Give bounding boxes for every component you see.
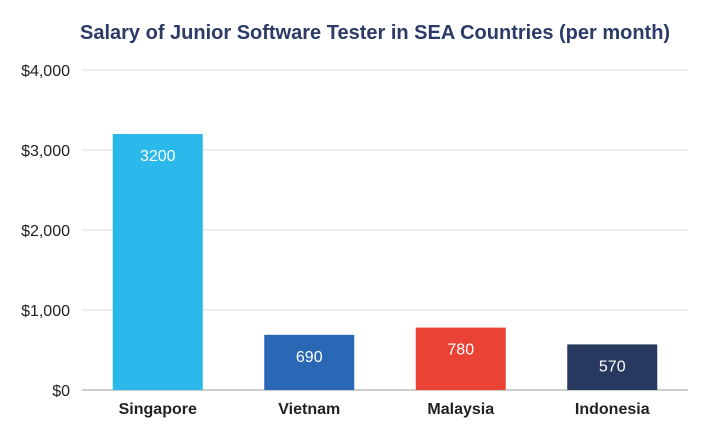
data-label: 570: [599, 358, 626, 375]
y-tick-label: $0: [52, 383, 70, 400]
y-tick-label: $3,000: [21, 143, 70, 160]
y-tick-label: $1,000: [21, 303, 70, 320]
bar-vietnam: [264, 334, 355, 390]
x-tick-label: Malaysia: [427, 401, 494, 418]
data-label: 690: [296, 349, 323, 366]
y-tick-label: $4,000: [21, 63, 70, 80]
x-tick-label: Indonesia: [575, 401, 650, 418]
data-label: 780: [447, 342, 474, 359]
bar-singapore: [112, 134, 203, 390]
y-tick-label: $2,000: [21, 223, 70, 240]
x-tick-label: Singapore: [119, 401, 197, 418]
x-tick-label: Vietnam: [278, 401, 340, 418]
bar-indonesia: [567, 344, 658, 390]
bar-malaysia: [415, 327, 506, 390]
chart-title: Salary of Junior Software Tester in SEA …: [80, 22, 671, 44]
data-label: 3200: [140, 148, 176, 165]
